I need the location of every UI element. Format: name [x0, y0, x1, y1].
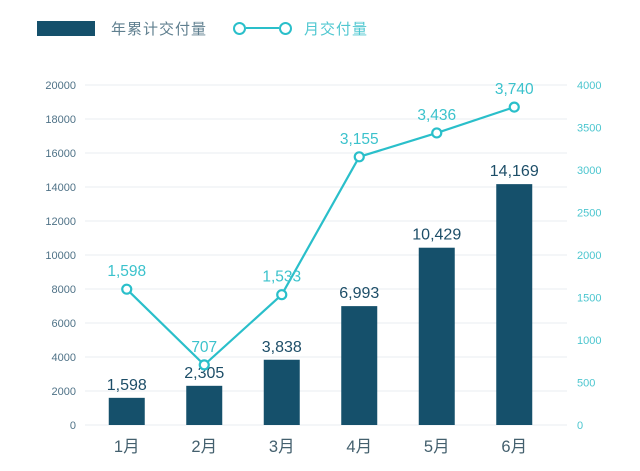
- bar-series-legend-label: 年累计交付量: [111, 20, 208, 38]
- left-axis-tick-label: 2000: [52, 386, 76, 398]
- x-axis-label-2月: 2月: [191, 438, 217, 456]
- bar-value-label: 14,169: [490, 163, 539, 180]
- x-axis-label-4月: 4月: [346, 438, 372, 456]
- x-axis-label-6月: 6月: [501, 438, 527, 456]
- right-axis-tick-label: 3000: [577, 165, 601, 177]
- right-axis-tick-label: 1500: [577, 293, 601, 305]
- line-value-label: 3,740: [495, 81, 534, 98]
- x-axis-label-1月: 1月: [114, 438, 140, 456]
- line-series-legend-label: 月交付量: [304, 20, 369, 38]
- bar-value-label: 10,429: [412, 227, 461, 244]
- line-point-1月: [121, 283, 133, 295]
- bar-value-label: 3,838: [262, 339, 302, 356]
- line-point-6月: [508, 101, 520, 113]
- left-axis-tick-label: 10000: [45, 250, 76, 262]
- line-value-label: 3,155: [340, 131, 379, 148]
- x-axis-label-5月: 5月: [424, 438, 450, 456]
- line-point-2月: [198, 359, 210, 371]
- left-axis-tick-label: 12000: [45, 216, 76, 228]
- line-point-3月: [276, 289, 288, 301]
- left-axis-tick-label: 14000: [45, 182, 76, 194]
- bar-value-label: 1,598: [107, 377, 147, 394]
- bar-series-swatch: [37, 20, 95, 36]
- bar-5月: [418, 247, 455, 425]
- left-axis-tick-label: 6000: [52, 318, 76, 330]
- line-value-label: 707: [191, 339, 217, 356]
- line-series-path: [125, 106, 515, 367]
- line-value-label: 1,533: [262, 269, 301, 286]
- right-axis-tick-label: 0: [577, 420, 583, 432]
- right-axis-tick-label: 500: [577, 378, 595, 390]
- left-axis-tick-label: 20000: [45, 80, 76, 92]
- right-axis-tick-label: 2500: [577, 208, 601, 220]
- right-axis-tick-label: 3500: [577, 123, 601, 135]
- left-axis-tick-label: 0: [70, 420, 76, 432]
- left-axis-tick-label: 4000: [52, 352, 76, 364]
- right-axis-tick-label: 4000: [577, 80, 601, 92]
- bar-3月: [263, 359, 300, 425]
- bar-value-label: 2,305: [184, 365, 224, 382]
- line-marker-segment: [246, 26, 280, 30]
- right-axis-tick-label: 1000: [577, 335, 601, 347]
- bar-value-label: 6,993: [339, 285, 379, 302]
- line-series-marker-icon: [233, 21, 293, 35]
- left-axis-tick-label: 8000: [52, 284, 76, 296]
- bar-1月: [108, 397, 145, 425]
- bar-2月: [186, 385, 223, 425]
- bar-6月: [496, 184, 533, 425]
- line-value-label: 3,436: [417, 107, 456, 124]
- line-point-5月: [431, 127, 443, 139]
- right-axis-tick-label: 2000: [577, 250, 601, 262]
- line-marker-dot-left: [233, 21, 247, 35]
- line-value-label: 1,598: [107, 263, 146, 280]
- x-axis-label-3月: 3月: [269, 438, 295, 456]
- left-axis-tick-label: 16000: [45, 148, 76, 160]
- line-marker-dot-right: [279, 21, 293, 35]
- legend: 年累计交付量 月交付量: [37, 18, 368, 38]
- left-axis-tick-label: 18000: [45, 114, 76, 126]
- bar-4月: [341, 306, 378, 425]
- line-point-4月: [353, 151, 365, 163]
